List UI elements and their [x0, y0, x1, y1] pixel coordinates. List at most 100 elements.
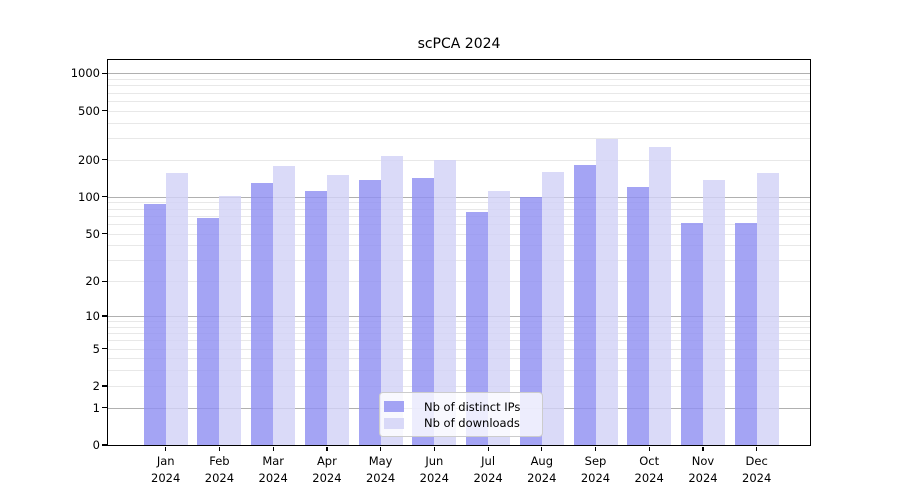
bar-nb-of-downloads-jan	[165, 172, 188, 445]
bar-nb-of-downloads-apr	[326, 175, 349, 445]
y-tick-label: 5	[92, 341, 100, 356]
bar-nb-of-downloads-may	[380, 155, 403, 445]
x-tick-year: 2024	[258, 470, 288, 485]
bar-nb-of-distinct-ips-sep	[573, 164, 596, 445]
gridline-minor	[108, 233, 810, 235]
bar-nb-of-downloads-oct	[649, 147, 672, 445]
plot-area	[108, 60, 810, 445]
legend-label: Nb of downloads	[424, 416, 520, 431]
gridline-minor	[108, 281, 810, 283]
x-tick-label: Jul 2024	[456, 453, 520, 486]
gridline-minor	[108, 122, 810, 124]
x-tick-mark	[541, 447, 543, 451]
bar-nb-of-downloads-nov	[703, 179, 725, 445]
gridline-minor	[108, 321, 810, 323]
legend-swatch-distinct-ips	[384, 401, 404, 413]
x-tick-mark	[648, 447, 650, 451]
x-tick-label: Oct 2024	[617, 453, 681, 486]
x-tick-month: Nov	[691, 454, 715, 468]
bar-nb-of-distinct-ips-aug	[519, 197, 542, 445]
gridline-minor	[108, 223, 810, 225]
y-tick-label: 100	[78, 189, 100, 204]
gridline-minor	[108, 370, 810, 372]
y-tick-label: 50	[85, 226, 100, 241]
x-tick-year: 2024	[312, 470, 342, 485]
gridline-major	[108, 316, 810, 317]
x-tick-label: Dec 2024	[725, 453, 789, 486]
legend-swatch-downloads	[384, 417, 404, 429]
x-tick-mark	[380, 447, 382, 451]
y-tick-mark	[102, 232, 107, 235]
x-tick-label: Sep 2024	[564, 453, 628, 486]
y-tick-label: 500	[78, 103, 100, 118]
x-tick-month: Dec	[745, 454, 768, 468]
x-tick-year: 2024	[688, 470, 718, 485]
bar-nb-of-downloads-jul	[488, 191, 511, 445]
x-tick-month: May	[368, 454, 393, 468]
legend: Nb of distinct IPs Nb of downloads	[379, 391, 543, 437]
x-tick-mark	[272, 447, 274, 451]
bar-nb-of-distinct-ips-dec	[734, 223, 757, 445]
x-tick-label: Jan 2024	[134, 453, 198, 486]
gridline-minor	[108, 333, 810, 335]
gridline-major	[108, 73, 810, 75]
x-tick-month: Mar	[262, 454, 285, 468]
x-tick-mark	[218, 447, 221, 451]
y-tick-mark	[102, 348, 107, 350]
gridline-minor	[108, 340, 810, 342]
bar-nb-of-distinct-ips-mar	[251, 183, 274, 445]
gridline-major	[108, 196, 810, 198]
gridline-minor	[108, 138, 810, 139]
gridline-minor	[108, 100, 810, 102]
y-tick-mark	[102, 280, 107, 282]
y-tick-mark	[102, 109, 107, 112]
y-tick-mark	[102, 385, 107, 387]
x-tick-month: Feb	[209, 454, 230, 468]
bar-nb-of-downloads-sep	[595, 138, 618, 445]
x-tick-mark	[433, 447, 435, 451]
y-tick-label: 2	[92, 378, 100, 393]
x-tick-label: Mar 2024	[241, 453, 305, 486]
x-tick-mark	[165, 447, 167, 451]
x-tick-label: May 2024	[349, 453, 413, 486]
gridline-minor	[108, 326, 810, 328]
x-tick-label: Apr 2024	[295, 453, 359, 486]
x-tick-mark	[487, 447, 489, 451]
gridline-minor	[108, 385, 810, 387]
bar-nb-of-distinct-ips-feb	[197, 218, 220, 445]
legend-row: Nb of downloads	[380, 415, 542, 432]
y-tick-mark	[102, 159, 107, 161]
x-tick-label: Aug 2024	[510, 453, 574, 486]
y-tick-label: 200	[78, 152, 100, 167]
y-tick-mark	[102, 196, 107, 198]
bar-nb-of-downloads-feb	[219, 196, 242, 445]
x-tick-label: Jun 2024	[402, 453, 466, 486]
gridline-minor	[108, 92, 810, 94]
bar-nb-of-downloads-jun	[434, 160, 457, 445]
plot-frame	[106, 58, 811, 446]
x-tick-label: Nov 2024	[671, 453, 735, 486]
bar-nb-of-downloads-mar	[273, 165, 296, 445]
x-tick-year: 2024	[419, 470, 449, 485]
bar-nb-of-downloads-dec	[756, 173, 779, 445]
bar-nb-of-distinct-ips-oct	[627, 186, 650, 445]
y-tick-label: 1	[92, 400, 100, 415]
gridline-minor	[108, 215, 810, 217]
x-tick-year: 2024	[634, 470, 664, 485]
gridline-minor	[108, 208, 810, 210]
x-tick-month: Jul	[481, 454, 496, 468]
gridline-minor	[108, 348, 810, 350]
legend-label: Nb of distinct IPs	[424, 399, 521, 414]
y-tick-mark	[102, 315, 107, 317]
y-tick-mark	[102, 444, 107, 446]
x-tick-year: 2024	[527, 470, 557, 485]
gridline-minor	[108, 159, 810, 161]
x-tick-month: Oct	[639, 454, 660, 468]
x-tick-mark	[756, 447, 758, 451]
legend-row: Nb of distinct IPs	[380, 399, 542, 416]
x-tick-month: Jun	[425, 454, 444, 468]
x-tick-year: 2024	[365, 470, 396, 485]
y-tick-label: 10	[85, 309, 100, 323]
bar-nb-of-distinct-ips-apr	[304, 190, 327, 445]
